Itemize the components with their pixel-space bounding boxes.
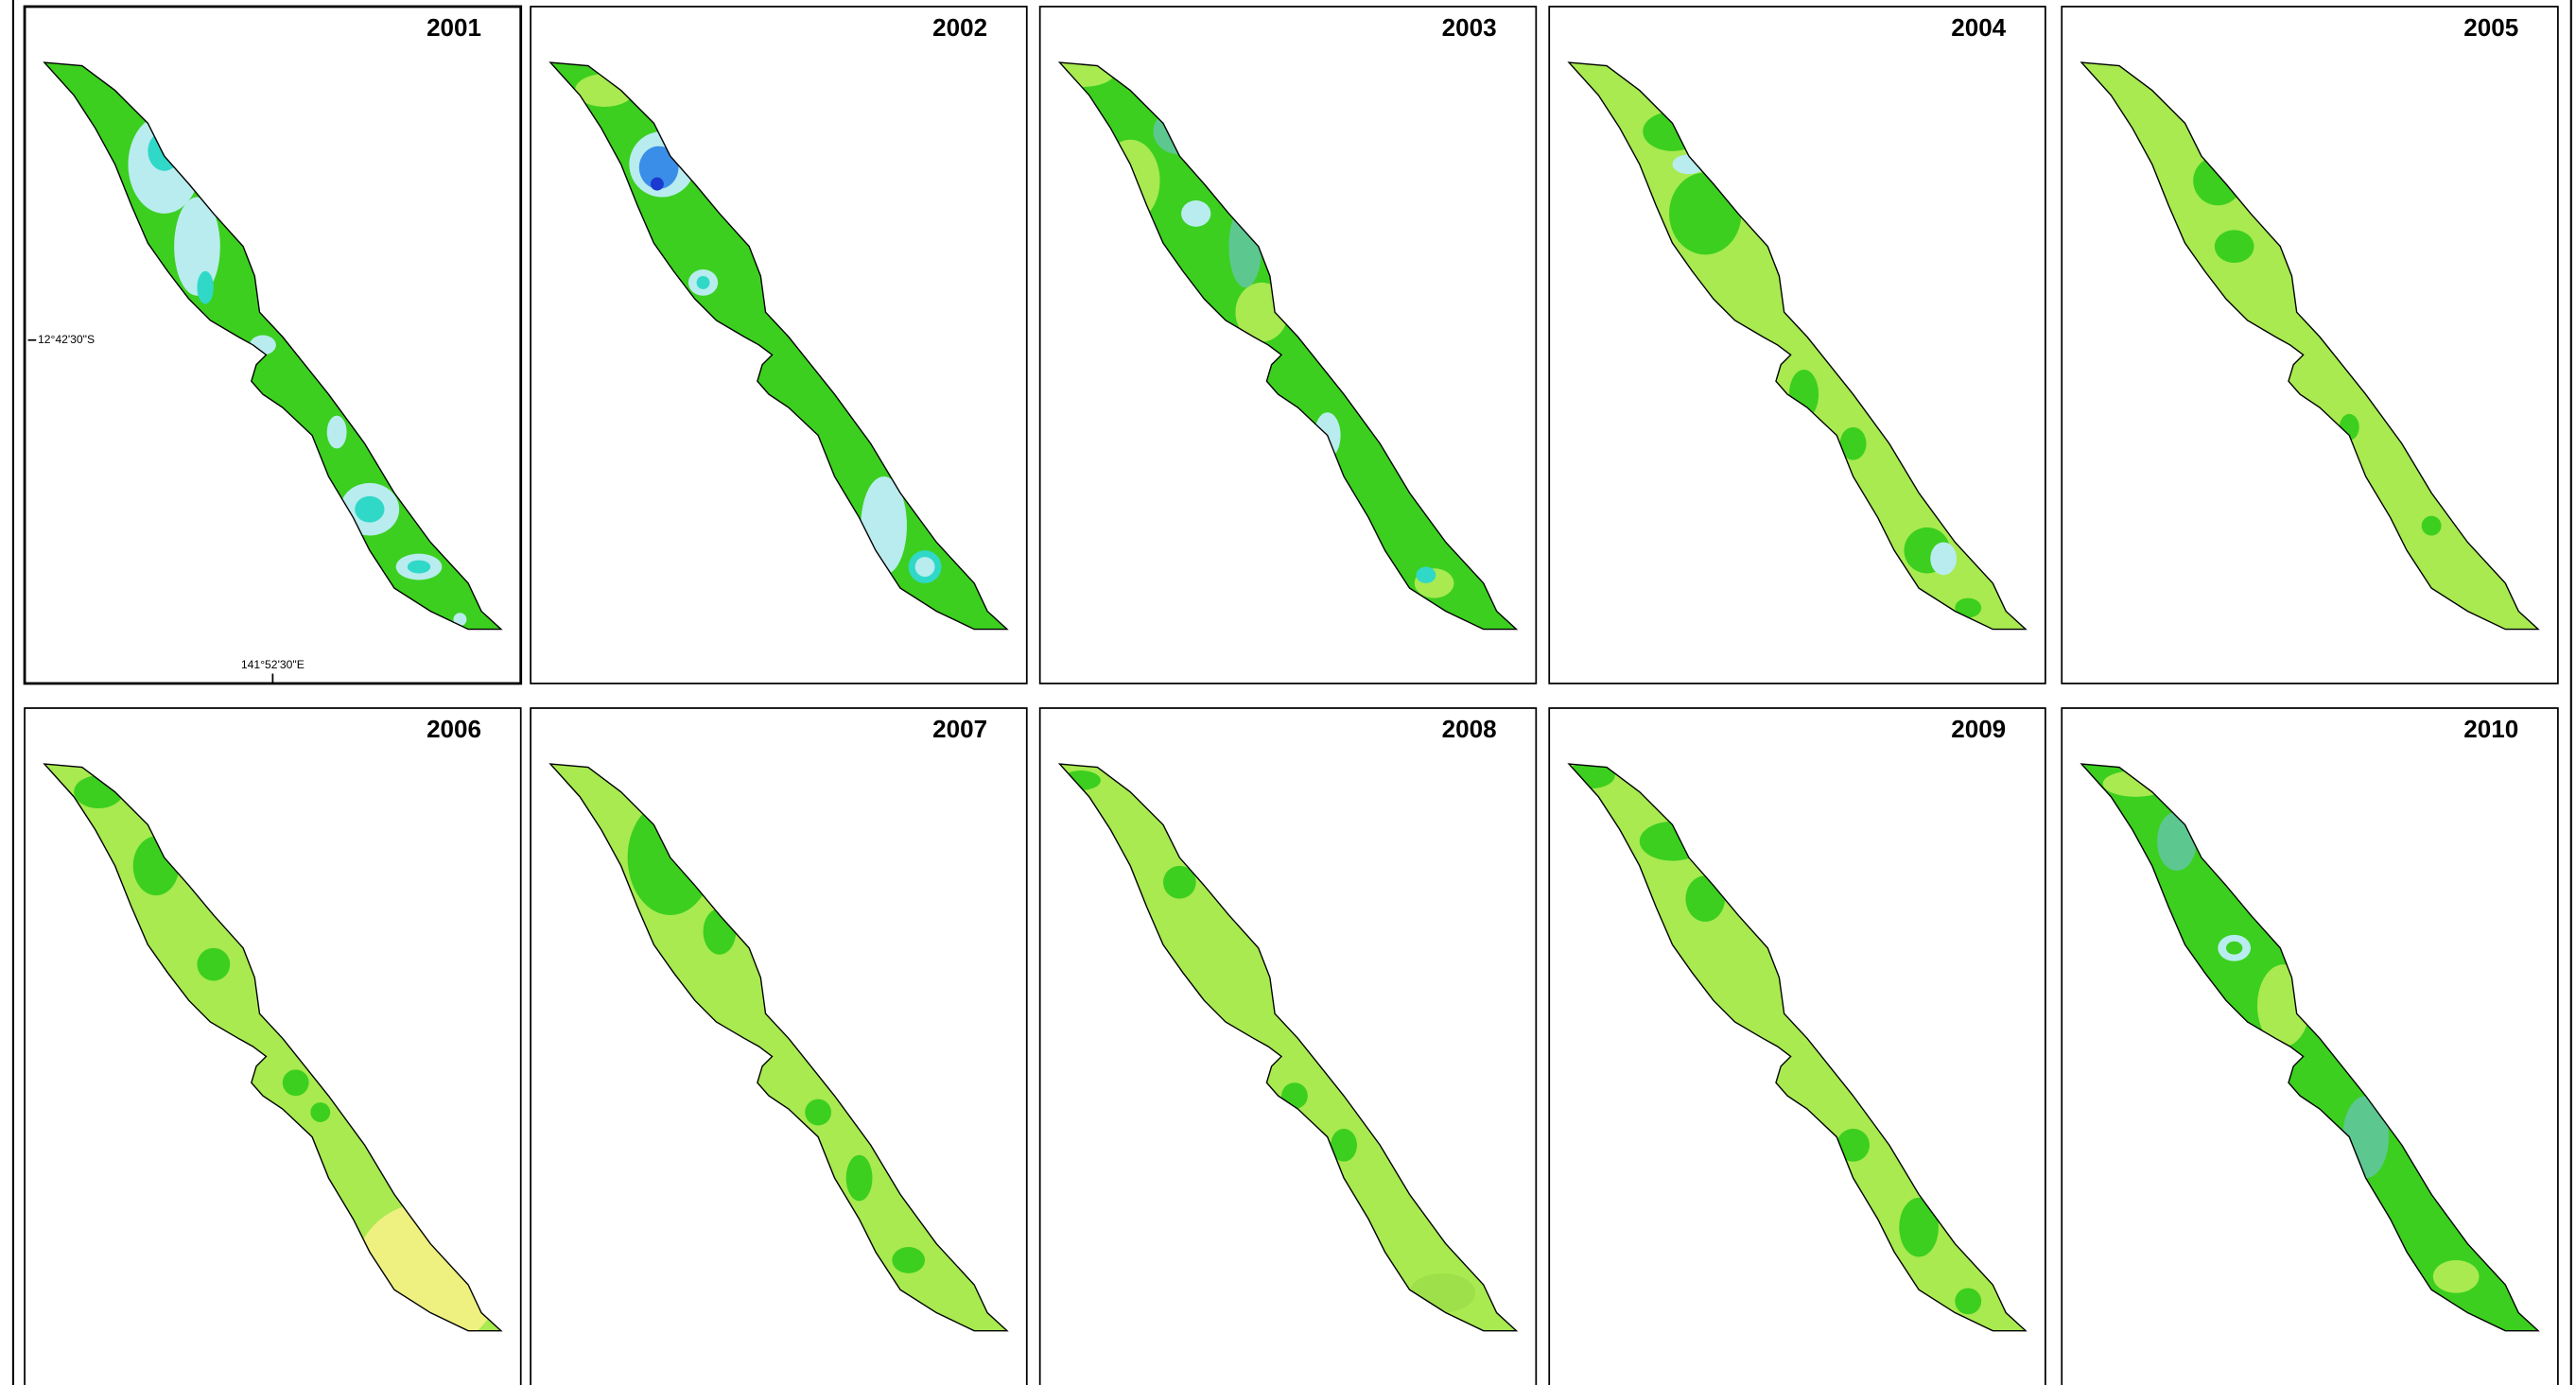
contour-zone	[1930, 542, 1957, 575]
panel-year: 2007	[932, 715, 987, 743]
map-panel: 2010	[2062, 708, 2558, 1385]
contour-zone	[310, 1102, 330, 1122]
map-panel: 2001	[25, 7, 521, 684]
contour-zone	[1685, 875, 1725, 922]
contour-zone	[697, 276, 710, 289]
contour-zone	[1410, 1273, 1475, 1313]
contour-zone	[846, 1155, 873, 1202]
contour-zone	[283, 1069, 309, 1096]
contour-zone	[1643, 112, 1702, 151]
contour-zone	[2226, 942, 2242, 955]
panel-year: 2002	[932, 13, 987, 42]
contour-zone	[1640, 822, 1705, 861]
contour-zone	[2193, 156, 2242, 205]
contour-zone	[2157, 811, 2197, 871]
contour-zone	[408, 561, 430, 574]
map-panel: 2005	[2062, 7, 2558, 684]
panel-year: 2008	[1442, 715, 1497, 743]
contour-zone	[2422, 516, 2442, 536]
contour-zone	[174, 198, 220, 296]
contour-zone	[148, 131, 181, 171]
panel-year: 2003	[1442, 13, 1497, 42]
longitude-label: 141°52'30"E	[241, 658, 305, 671]
contour-zone	[327, 416, 347, 449]
contour-zone	[197, 271, 213, 304]
contour-zone	[1181, 200, 1210, 227]
map-panel: 2009	[1549, 708, 2045, 1385]
contour-zone	[2215, 230, 2254, 263]
contour-zone	[2433, 1260, 2480, 1293]
map-panel: 2006	[25, 708, 521, 1385]
contour-zone	[453, 613, 466, 626]
contour-zone	[805, 1099, 831, 1126]
contour-zone	[1235, 283, 1288, 342]
panel-year: 2009	[1951, 715, 2006, 743]
contour-zone	[1789, 370, 1819, 419]
panel-year: 2010	[2463, 715, 2518, 743]
contour-zone	[1836, 1129, 1870, 1162]
map-panel: 2002	[531, 7, 1027, 684]
contour-zone	[1673, 154, 1706, 174]
map-panel: 2008	[1040, 708, 1537, 1385]
panel-year: 2006	[426, 715, 481, 743]
contour-zone	[1154, 109, 1207, 155]
contour-zone	[1101, 140, 1160, 222]
contour-zone	[915, 557, 935, 577]
contour-zone	[651, 178, 664, 191]
panel-year: 2004	[1951, 13, 2006, 42]
panel-year: 2005	[2463, 13, 2518, 42]
map-figure: 12°42'30"S 141°52'30"E 2001 2002 2003 2004 2…	[0, 0, 2576, 1385]
contour-zone	[1417, 567, 1436, 583]
page: {"panels": [{"year": "2001"}, {"year": "…	[0, 0, 2576, 1385]
contour-zone	[892, 1247, 925, 1273]
contour-zone	[2103, 770, 2168, 797]
panel-year: 2001	[426, 13, 481, 42]
contour-zone	[1228, 205, 1262, 287]
map-panel: 2004	[1549, 7, 2045, 684]
contour-zone	[1281, 1082, 1308, 1109]
map-panel: 2003	[1040, 7, 1537, 684]
contour-zone	[2257, 964, 2310, 1047]
contour-zone	[1899, 1198, 1939, 1257]
contour-zone	[2407, 1213, 2456, 1259]
contour-zone	[1955, 598, 1981, 618]
map-panel: 2007	[531, 708, 1027, 1385]
latitude-label: 12°42'30"S	[38, 333, 95, 346]
contour-zones	[2103, 770, 2480, 1293]
contour-zone	[1955, 1288, 1981, 1314]
contour-zone	[355, 496, 384, 523]
contour-zone	[197, 948, 230, 981]
contour-zone	[354, 1203, 501, 1350]
contour-zone	[1669, 172, 1741, 254]
